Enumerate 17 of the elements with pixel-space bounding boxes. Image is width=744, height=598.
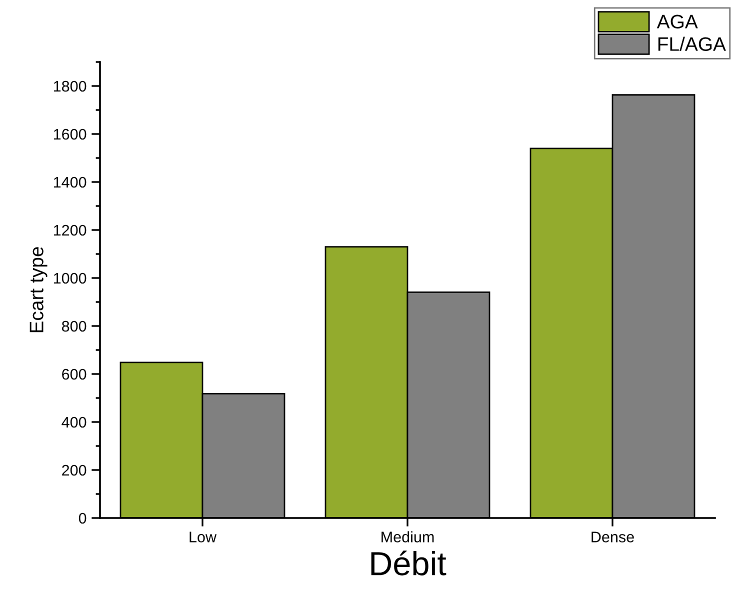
- y-tick-label: 1200: [54, 224, 86, 236]
- x-tick-label: Low: [190, 532, 217, 542]
- legend-label: AGA: [656, 14, 698, 28]
- y-tick-label: 1600: [54, 128, 86, 140]
- y-tick-label: 1400: [54, 176, 86, 188]
- y-tick-label: 1000: [54, 272, 86, 284]
- y-tick-label: 600: [62, 368, 86, 380]
- y-tick-label: 200: [62, 464, 86, 476]
- y-axis-title: Ecart type: [30, 247, 48, 332]
- legend-label: FL/AGA: [658, 36, 726, 51]
- y-tick-label: 400: [62, 416, 86, 428]
- x-tick-label: Dense: [592, 532, 634, 542]
- x-axis-title: Débit: [371, 550, 446, 576]
- y-tick-label: 800: [62, 320, 86, 332]
- x-tick-label: Medium: [382, 531, 434, 542]
- y-tick-label: 1800: [54, 80, 86, 92]
- y-tick-label: 0: [78, 512, 86, 524]
